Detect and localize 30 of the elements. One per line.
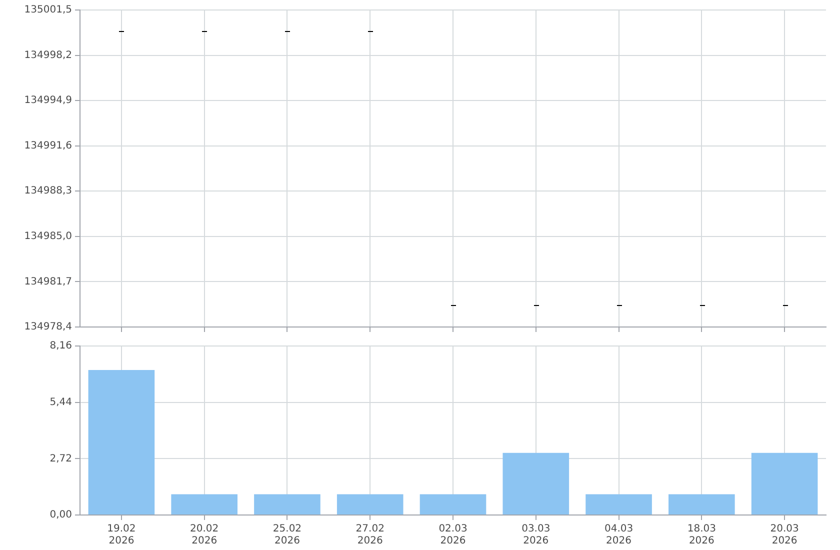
y-tick-label: 8,16 <box>50 340 72 352</box>
bar <box>502 452 570 514</box>
x-tick-label: 20.02 2026 <box>190 524 219 547</box>
y-tick-label: 134998,2 <box>24 50 72 61</box>
y-tick-label: 134978,4 <box>24 322 72 333</box>
y-tick-label: 0,00 <box>50 510 72 521</box>
y-tick-label: 134985,0 <box>24 231 72 242</box>
y-tick-label: 135001,5 <box>24 4 72 16</box>
x-tick-label: 25.02 2026 <box>272 524 302 547</box>
x-tick-label: 03.03 2026 <box>522 524 550 547</box>
bar <box>751 452 818 514</box>
y-tick-label: 134981,7 <box>24 276 72 288</box>
y-tick-label: 2,72 <box>50 453 72 464</box>
x-tick-label: 20.03 2026 <box>770 524 799 547</box>
bar <box>336 494 404 514</box>
bar <box>420 494 486 514</box>
x-tick-label: 19.02 2026 <box>107 524 136 547</box>
bar <box>171 494 238 514</box>
y-tick-label: 5,44 <box>50 396 72 408</box>
bar <box>586 494 652 514</box>
bar <box>668 494 735 514</box>
x-tick-label: 18.03 2026 <box>687 524 716 547</box>
y-tick-label: 134991,6 <box>24 140 72 152</box>
bar <box>88 370 155 514</box>
bar <box>254 494 320 514</box>
y-tick-label: 134994,9 <box>24 95 72 106</box>
x-tick-label: 27.02 2026 <box>356 524 384 547</box>
x-tick-label: 04.03 2026 <box>604 524 634 547</box>
y-tick-label: 134988,3 <box>24 186 72 197</box>
x-tick-label: 02.03 2026 <box>438 524 468 547</box>
